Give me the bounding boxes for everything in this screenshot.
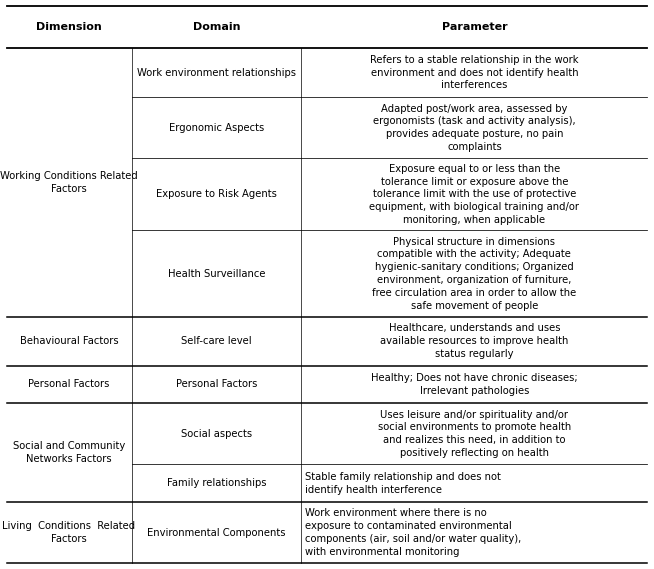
Text: Personal Factors: Personal Factors (28, 380, 110, 389)
Text: Domain: Domain (193, 22, 240, 32)
Text: Environmental Components: Environmental Components (147, 527, 286, 538)
Text: Dimension: Dimension (36, 22, 102, 32)
Text: Refers to a stable relationship in the work
environment and does not identify he: Refers to a stable relationship in the w… (370, 55, 579, 90)
Text: Work environment relationships: Work environment relationships (137, 68, 296, 77)
Text: Behavioural Factors: Behavioural Factors (20, 336, 118, 346)
Text: Exposure equal to or less than the
tolerance limit or exposure above the
toleran: Exposure equal to or less than the toler… (370, 164, 579, 225)
Text: Living  Conditions  Related
Factors: Living Conditions Related Factors (3, 521, 135, 544)
Text: Self-care level: Self-care level (181, 336, 252, 346)
Text: Work environment where there is no
exposure to contaminated environmental
compon: Work environment where there is no expos… (305, 509, 521, 557)
Text: Healthy; Does not have chronic diseases;
Irrelevant pathologies: Healthy; Does not have chronic diseases;… (371, 373, 577, 395)
Text: Health Surveillance: Health Surveillance (167, 269, 265, 279)
Text: Family relationships: Family relationships (167, 478, 266, 488)
Text: Social aspects: Social aspects (181, 429, 252, 439)
Text: Ergonomic Aspects: Ergonomic Aspects (169, 123, 264, 133)
Text: Healthcare, understands and uses
available resources to improve health
status re: Healthcare, understands and uses availab… (380, 323, 568, 359)
Text: Working Conditions Related
Factors: Working Conditions Related Factors (0, 171, 138, 194)
Text: Uses leisure and/or spirituality and/or
social environments to promote health
an: Uses leisure and/or spirituality and/or … (378, 410, 571, 458)
Text: Exposure to Risk Agents: Exposure to Risk Agents (156, 189, 277, 199)
Text: Stable family relationship and does not
identify health interference: Stable family relationship and does not … (305, 472, 500, 494)
Text: Social and Community
Networks Factors: Social and Community Networks Factors (13, 441, 125, 464)
Text: Personal Factors: Personal Factors (176, 380, 257, 389)
Text: Parameter: Parameter (441, 22, 508, 32)
Text: Adapted post/work area, assessed by
ergonomists (task and activity analysis),
pr: Adapted post/work area, assessed by ergo… (373, 104, 576, 152)
Text: Physical structure in dimensions
compatible with the activity; Adequate
hygienic: Physical structure in dimensions compati… (372, 237, 577, 311)
